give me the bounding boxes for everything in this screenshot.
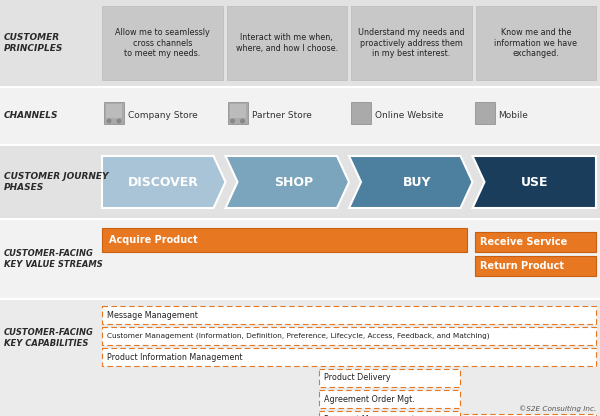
Text: ©S2E Consulting Inc.: ©S2E Consulting Inc. (519, 405, 596, 412)
Text: CUSTOMER
PRINCIPLES: CUSTOMER PRINCIPLES (4, 33, 64, 53)
Text: USE: USE (521, 176, 548, 188)
Bar (475, 256, 596, 276)
Bar (104, 102, 124, 124)
Text: Online Website: Online Website (375, 111, 443, 121)
Text: Acquire Product: Acquire Product (109, 235, 197, 245)
Text: Receive Service: Receive Service (481, 237, 568, 247)
Text: CHANNELS: CHANNELS (4, 111, 59, 121)
Polygon shape (473, 156, 596, 208)
Bar (476, 6, 596, 80)
FancyBboxPatch shape (319, 411, 460, 416)
Bar (227, 6, 347, 80)
Text: SHOP: SHOP (274, 176, 313, 188)
FancyBboxPatch shape (102, 348, 596, 366)
FancyBboxPatch shape (463, 414, 596, 416)
Text: Interact with me when,
where, and how I choose.: Interact with me when, where, and how I … (236, 33, 338, 53)
Text: Return Product: Return Product (481, 261, 565, 271)
FancyBboxPatch shape (319, 369, 460, 387)
FancyBboxPatch shape (102, 327, 596, 345)
Circle shape (107, 119, 112, 124)
Polygon shape (102, 156, 226, 208)
Bar (0, 298, 600, 300)
Bar (475, 232, 596, 252)
Text: Allow me to seamlessly
cross channels
to meet my needs.: Allow me to seamlessly cross channels to… (115, 28, 209, 58)
Bar (0, 86, 600, 88)
Bar (0, 0, 600, 86)
Bar (0, 220, 600, 298)
Text: Product Delivery: Product Delivery (325, 374, 391, 382)
Bar (0, 300, 600, 416)
Bar (0, 146, 600, 218)
Bar (475, 102, 494, 124)
FancyBboxPatch shape (319, 390, 460, 408)
FancyBboxPatch shape (102, 306, 596, 324)
Bar (102, 228, 467, 252)
Text: DISCOVER: DISCOVER (128, 176, 199, 188)
Bar (0, 218, 600, 220)
Text: Mobile: Mobile (499, 111, 529, 121)
Text: Agreement Order Mgt.: Agreement Order Mgt. (325, 394, 415, 404)
Polygon shape (226, 156, 349, 208)
Circle shape (240, 119, 245, 124)
Bar (0, 88, 600, 144)
Text: Customer Management (Information, Definition, Preference, Lifecycle, Access, Fee: Customer Management (Information, Defini… (107, 333, 490, 339)
Polygon shape (349, 156, 473, 208)
Text: CUSTOMER-FACING
KEY CAPABILITIES: CUSTOMER-FACING KEY CAPABILITIES (4, 328, 94, 348)
Bar (106, 104, 122, 118)
Circle shape (116, 119, 121, 124)
Text: Partner Store: Partner Store (251, 111, 311, 121)
Text: BUY: BUY (403, 176, 431, 188)
Bar (0, 144, 600, 146)
Text: Company Store: Company Store (128, 111, 198, 121)
Text: Message Management: Message Management (107, 310, 198, 319)
Text: Product Information Management: Product Information Management (107, 352, 242, 362)
Bar (227, 102, 248, 124)
Bar (351, 6, 472, 80)
Circle shape (230, 119, 235, 124)
Text: CUSTOMER JOURNEY
PHASES: CUSTOMER JOURNEY PHASES (4, 172, 109, 192)
Text: Understand my needs and
proactively address them
in my best interest.: Understand my needs and proactively addr… (358, 28, 464, 58)
Text: CUSTOMER-FACING
KEY VALUE STREAMS: CUSTOMER-FACING KEY VALUE STREAMS (4, 249, 103, 269)
Bar (102, 6, 223, 80)
Text: Know me and the
information we have
exchanged.: Know me and the information we have exch… (494, 28, 577, 58)
Bar (351, 102, 371, 124)
Bar (229, 104, 245, 118)
